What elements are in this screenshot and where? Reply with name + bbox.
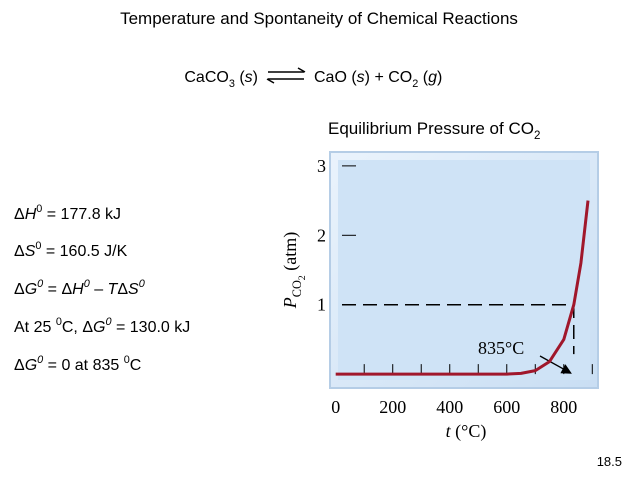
text-run: t (446, 421, 452, 441)
equation-arrows (266, 67, 306, 84)
text-run: = 160.5 J/K (41, 243, 127, 260)
plot-area (338, 160, 590, 380)
text-run: ) (253, 69, 258, 86)
text-run: ( (418, 69, 428, 86)
x-tick-label: 600 (493, 397, 520, 417)
reference-arrow (539, 355, 572, 374)
text-run: G (25, 281, 37, 298)
fact-line: At 25 0C, ΔG0 = 130.0 kJ (14, 316, 190, 336)
text-run: – (90, 281, 108, 298)
x-tick-label: 800 (550, 397, 577, 417)
text-run: = 130.0 kJ (112, 319, 191, 336)
text-run: S (25, 243, 36, 260)
text-run: 0 (139, 278, 145, 290)
reference-label: 835°C (478, 338, 524, 358)
text-run: = Δ (43, 281, 72, 298)
text-run: P (280, 297, 300, 309)
x-axis-label: t (°C) (446, 421, 487, 442)
text-run: 3 (229, 78, 235, 90)
x-tick-label: 0 (331, 397, 340, 417)
slide-title: Temperature and Spontaneity of Chemical … (120, 9, 518, 28)
text-run: 2 (534, 130, 540, 142)
text-run: CaO ( (314, 69, 357, 86)
fact-line: ΔH0 = 177.8 kJ (14, 203, 121, 223)
text-run: 0 (124, 354, 130, 366)
text-run: = 177.8 kJ (42, 206, 121, 223)
text-run: 0 (37, 278, 43, 290)
x-tick-label: 400 (436, 397, 463, 417)
text-run: Δ (14, 357, 25, 374)
text-run: = 0 at 835 (43, 357, 124, 374)
text-run: s (245, 69, 253, 86)
text-run: G (25, 357, 37, 374)
text-run: 0 (36, 203, 42, 215)
text-run: CaCO (184, 69, 228, 86)
text-run: (°C) (451, 421, 487, 442)
text-run: (atm) (280, 232, 301, 275)
text-run: 2 (412, 78, 418, 90)
y-tick-label: 1 (317, 295, 326, 315)
equation-left: CaCO3 (s) (184, 69, 258, 90)
text-run: At 25 (14, 319, 56, 336)
text-run: CO (290, 280, 304, 297)
y-axis-label: PCO2 (atm) (280, 232, 308, 309)
text-run: C, Δ (62, 319, 93, 336)
page-number: 18.5 (597, 454, 622, 469)
y-tick-label: 2 (317, 225, 326, 245)
text-run: H (25, 206, 37, 223)
text-run: T (108, 281, 119, 298)
fact-line: ΔS0 = 160.5 J/K (14, 240, 128, 260)
text-run: Equilibrium Pressure of CO (328, 119, 534, 138)
text-run: 0 (56, 316, 62, 328)
text-run: 0 (37, 354, 43, 366)
text-run: 0 (105, 316, 111, 328)
text-run: ) + CO (365, 69, 413, 86)
text-run: C (130, 357, 142, 374)
fact-line: ΔG0 = 0 at 835 0C (14, 354, 141, 374)
text-run: Δ (14, 281, 25, 298)
text-run: Δ (117, 281, 128, 298)
fact-line: ΔG0 = ΔH0 – TΔS0 (14, 278, 145, 298)
text-run: ( (235, 69, 245, 86)
text-run: 0 (35, 240, 41, 252)
equation-right: CaO (s) + CO2 (g) (314, 69, 442, 90)
text-run: Δ (14, 206, 25, 223)
text-run: s (357, 69, 365, 86)
text-run: S (128, 281, 139, 298)
text-run: 0 (84, 278, 90, 290)
text-run: Δ (14, 243, 25, 260)
data-line (335, 200, 590, 376)
x-tick-label: 200 (379, 397, 406, 417)
y-tick-label: 3 (317, 156, 326, 176)
text-run: ) (437, 69, 442, 86)
text-run: 2 (297, 275, 308, 280)
text-run: H (72, 281, 84, 298)
text-run: G (93, 319, 105, 336)
text-run: g (428, 69, 437, 86)
chart-title: Equilibrium Pressure of CO2 (328, 119, 540, 142)
